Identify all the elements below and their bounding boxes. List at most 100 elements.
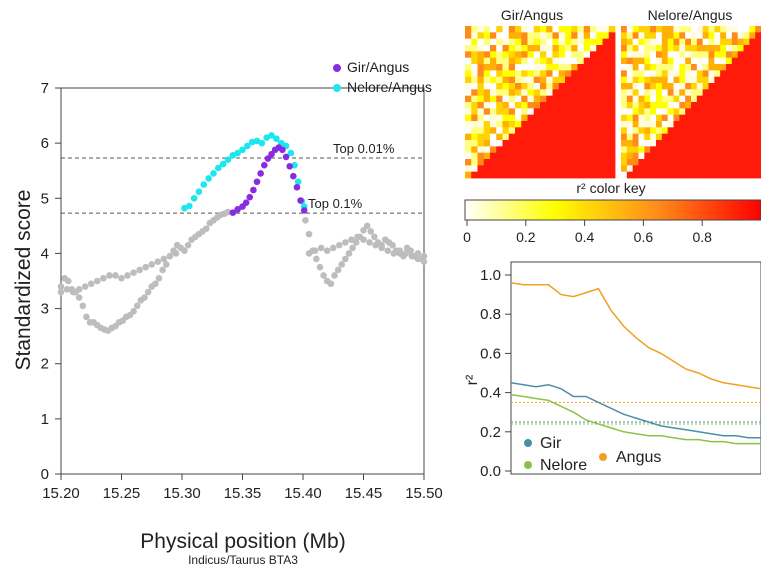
- heatmap-cell: [731, 121, 739, 128]
- heatmap-cell: [521, 38, 528, 46]
- heatmap-cell: [702, 146, 709, 154]
- background-point: [338, 261, 346, 268]
- nelore-angus-point: [244, 142, 251, 150]
- heatmap-cell: [650, 102, 657, 109]
- heatmap-cell: [644, 89, 651, 97]
- heatmap-cell: [527, 127, 535, 135]
- heatmap-cell: [708, 26, 715, 33]
- background-point: [75, 285, 83, 293]
- heatmap-cell: [720, 102, 727, 109]
- heatmap-cell: [608, 171, 616, 179]
- heatmap-cell: [731, 64, 739, 71]
- heatmap-cell: [667, 127, 674, 135]
- heatmap-cell: [650, 32, 657, 40]
- heatmap-cell: [691, 146, 698, 154]
- background-point: [142, 263, 149, 271]
- heatmap-cell: [673, 102, 680, 109]
- heatmap-cell: [502, 133, 510, 141]
- heatmap-cell: [565, 108, 572, 116]
- heatmap-cell: [702, 133, 709, 141]
- heatmap-cell: [527, 140, 535, 147]
- nelore-angus-point: [258, 139, 266, 147]
- nelore-angus-point: [190, 194, 198, 202]
- gir-angus-point: [286, 163, 293, 170]
- background-point: [112, 272, 119, 279]
- heatmap-cell: [465, 133, 472, 141]
- heatmap-cell: [471, 133, 478, 141]
- heatmap-cell: [552, 95, 560, 103]
- heatmap-cell: [608, 57, 616, 65]
- heatmap-cell: [731, 165, 739, 173]
- heatmap-cell: [565, 159, 572, 166]
- heatmap-cell: [552, 133, 560, 141]
- heatmap-cell: [521, 51, 528, 59]
- heatmap-cell: [471, 38, 478, 46]
- heatmap-cell: [546, 64, 553, 71]
- heatmap-cell: [726, 32, 733, 40]
- heatmap-cell: [533, 159, 541, 166]
- heatmap-cell: [673, 121, 680, 128]
- background-point: [224, 208, 232, 216]
- x-tick-label: 15.25: [103, 485, 141, 502]
- heatmap-cell: [583, 32, 591, 40]
- nelore-angus-point: [273, 135, 280, 143]
- heatmap-cell: [527, 165, 535, 173]
- heatmap-cell: [477, 89, 485, 97]
- heatmap-cell: [673, 114, 680, 122]
- heatmap-cell: [602, 51, 610, 59]
- heatmap-cell: [496, 83, 503, 90]
- heatmap-cell: [720, 133, 727, 141]
- heatmap-cell: [590, 152, 597, 160]
- heatmap-cell: [667, 121, 674, 128]
- heatmap-cell: [685, 45, 692, 52]
- heatmap-cell: [496, 121, 503, 128]
- heatmap-cell: [527, 108, 535, 116]
- heatmap-cell: [691, 133, 698, 141]
- heatmap-cell: [737, 152, 744, 160]
- heatmap-cell: [533, 51, 541, 59]
- heatmap-cell: [673, 152, 680, 160]
- background-point: [352, 239, 360, 246]
- heatmap-cell: [565, 51, 572, 59]
- heatmap-cell: [596, 102, 603, 109]
- heatmap-cell: [638, 152, 645, 160]
- heatmap-cell: [565, 45, 572, 52]
- heatmap-cell: [546, 83, 553, 90]
- heatmap-cell: [667, 57, 674, 65]
- background-point: [372, 241, 379, 249]
- heatmap-cell: [496, 140, 503, 147]
- heatmap-cell: [471, 32, 478, 40]
- heatmap-cell: [540, 133, 547, 141]
- heatmap-cell: [731, 108, 739, 116]
- gir-angus-point: [260, 161, 268, 169]
- heatmap-cell: [533, 133, 541, 141]
- heatmap-cell: [731, 95, 739, 103]
- heatmap-cell: [696, 57, 704, 65]
- heatmap-cell: [508, 76, 516, 84]
- heatmap-cell: [714, 102, 721, 109]
- heatmap-cell: [577, 165, 585, 173]
- heatmap-cell: [590, 89, 597, 97]
- heatmap-cell: [737, 102, 744, 109]
- heatmap-cell: [608, 152, 616, 160]
- heatmap-cell: [465, 102, 472, 109]
- heatmap-cell: [583, 45, 591, 52]
- heatmap-cell: [743, 32, 750, 40]
- background-point: [384, 247, 392, 254]
- heatmap-cell: [621, 121, 628, 128]
- heatmap-cell: [521, 127, 528, 135]
- heatmap-cell: [527, 159, 535, 166]
- heatmap-cell: [696, 171, 704, 179]
- heatmap-cell: [471, 114, 478, 122]
- heatmap-cell: [708, 108, 715, 116]
- heatmap-cell: [650, 83, 657, 90]
- heatmap-cell: [638, 121, 645, 128]
- background-point: [316, 263, 324, 271]
- heatmap-cell: [515, 95, 522, 103]
- heatmap-cell: [702, 76, 709, 84]
- heatmap-cell: [696, 114, 704, 122]
- heatmap-cell: [496, 102, 503, 109]
- color-key-tick-label: 0.4: [575, 229, 595, 245]
- heatmap-cell: [465, 121, 472, 128]
- threshold-label: Top 0.1%: [308, 196, 363, 211]
